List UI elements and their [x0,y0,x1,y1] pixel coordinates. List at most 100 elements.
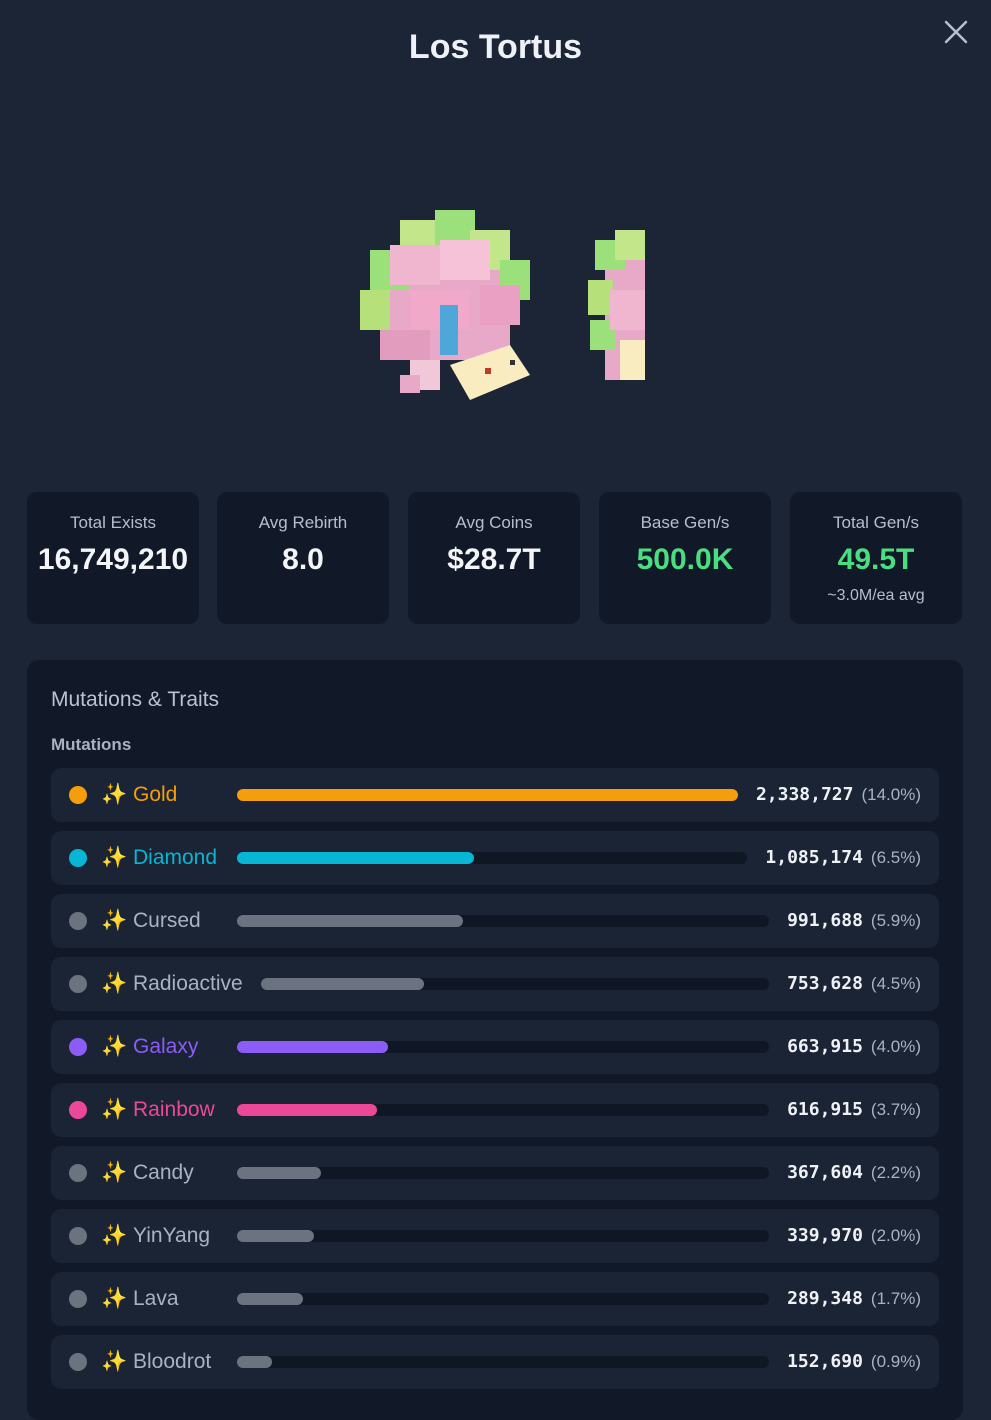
mutation-bar-fill [237,1167,321,1179]
color-dot [69,786,87,804]
mutation-bar-track [237,1167,770,1179]
mutation-bar-track [237,1041,770,1053]
mutation-row-gold[interactable]: ✨ Gold 2,338,727 (14.0%) [51,768,939,822]
character-main [360,210,530,400]
sparkle-icon: ✨ [101,972,128,995]
mutation-bar-fill [237,852,474,864]
mutations-panel: Mutations & Traits Mutations ✨ Gold 2,338,… [27,660,963,1420]
mutation-bar-fill [237,1041,389,1053]
sparkle-icon: ✨ [101,846,128,869]
panel-title: Mutations & Traits [51,688,220,711]
mutation-bar-fill [260,978,425,990]
mutation-row-cursed[interactable]: ✨ Cursed 991,688 (5.9%) [51,894,939,948]
stat-value: 49.5T [837,543,915,576]
stat-subtext: ~3.0M/ea avg [827,587,925,604]
stats-row: Total Exists 16,749,210 Avg Rebirth 8.0 … [27,492,963,624]
sparkle-icon: ✨ [101,1350,128,1373]
sparkle-icon: ✨ [101,1161,128,1184]
mutation-count: 991,688 [787,910,863,931]
mutation-name: Lava [133,1287,179,1310]
color-dot [69,1227,87,1245]
mutation-bar-fill [237,1293,303,1305]
mutation-bar-fill [237,789,738,801]
mutation-name: Diamond [133,846,218,869]
sparkle-icon: ✨ [101,783,128,806]
mutation-bar-track [237,789,738,801]
character-partial [588,230,645,380]
character-image [360,210,645,400]
stat-label: Total Exists [70,513,156,532]
sparkle-icon: ✨ [101,909,128,932]
mutation-bar-fill [237,1230,315,1242]
mutation-percent: (6.5%) [870,848,921,867]
mutation-percent: (1.7%) [870,1289,921,1308]
stat-total-gen: Total Gen/s 49.5T ~3.0M/ea avg [790,492,962,624]
mutation-bar-track [237,852,748,864]
color-dot [69,1101,87,1119]
mutation-bar-fill [237,1104,378,1116]
mutation-percent: (14.0%) [861,785,921,804]
mutation-percent: (4.0%) [870,1037,921,1056]
mutation-percent: (4.5%) [870,974,921,993]
sparkle-icon: ✨ [101,1035,128,1058]
close-icon [944,20,968,44]
stat-avg-coins: Avg Coins $28.7T [408,492,580,624]
mutation-bar-track [237,1104,770,1116]
color-dot [69,1164,87,1182]
mutation-name: Rainbow [133,1098,215,1121]
mutation-row-candy[interactable]: ✨ Candy 367,604 (2.2%) [51,1146,939,1200]
sparkle-icon: ✨ [101,1098,128,1121]
mutation-bar-track [260,978,770,990]
stat-base-gen: Base Gen/s 500.0K [599,492,771,624]
mutation-count: 152,690 [787,1351,863,1372]
mutation-percent: (5.9%) [870,911,921,930]
mutation-row-lava[interactable]: ✨ Lava 289,348 (1.7%) [51,1272,939,1326]
mutation-count: 663,915 [787,1036,863,1057]
mutation-row-yinyang[interactable]: ✨ YinYang 339,970 (2.0%) [51,1209,939,1263]
stat-total-exists: Total Exists 16,749,210 [27,492,199,624]
stat-label: Avg Coins [455,513,533,532]
close-button[interactable] [940,16,972,48]
page-title: Los Tortus [408,28,583,66]
stat-value: 500.0K [636,543,734,576]
section-label: Mutations [51,735,132,754]
mutation-count: 367,604 [787,1162,863,1183]
mutation-bar-track [237,1356,770,1368]
stat-value: 16,749,210 [37,543,189,576]
mutation-name: Bloodrot [133,1350,212,1373]
mutation-row-bloodrot[interactable]: ✨ Bloodrot 152,690 (0.9%) [51,1335,939,1389]
color-dot [69,912,87,930]
mutation-name: Galaxy [133,1035,199,1058]
stat-value: $28.7T [447,543,541,576]
color-dot [69,1353,87,1371]
mutation-bar-fill [237,1356,272,1368]
stat-label: Total Gen/s [833,513,919,532]
stat-label: Avg Rebirth [258,513,348,532]
stat-avg-rebirth: Avg Rebirth 8.0 [217,492,389,624]
color-dot [69,975,87,993]
mutation-count: 616,915 [787,1099,863,1120]
mutation-percent: (2.2%) [870,1163,921,1182]
stat-label: Base Gen/s [640,513,730,532]
mutation-name: Candy [133,1161,194,1184]
mutation-row-rainbow[interactable]: ✨ Rainbow 616,915 (3.7%) [51,1083,939,1137]
mutation-percent: (2.0%) [870,1226,921,1245]
mutation-count: 753,628 [787,973,863,994]
color-dot [69,849,87,867]
mutation-percent: (3.7%) [870,1100,921,1119]
mutation-count: 339,970 [787,1225,863,1246]
mutation-name: YinYang [133,1224,211,1247]
mutation-bar-track [237,1293,770,1305]
sparkle-icon: ✨ [101,1224,128,1247]
mutation-row-galaxy[interactable]: ✨ Galaxy 663,915 (4.0%) [51,1020,939,1074]
stat-value: 8.0 [282,543,324,576]
mutation-name: Radioactive [133,972,243,995]
color-dot [69,1290,87,1308]
color-dot [69,1038,87,1056]
mutation-row-radioactive[interactable]: ✨ Radioactive 753,628 (4.5%) [51,957,939,1011]
mutation-bar-fill [237,915,463,927]
mutation-count: 2,338,727 [755,784,854,805]
mutation-bar-track [237,1230,770,1242]
mutation-count: 289,348 [787,1288,863,1309]
mutation-row-diamond[interactable]: ✨ Diamond 1,085,174 (6.5%) [51,831,939,885]
